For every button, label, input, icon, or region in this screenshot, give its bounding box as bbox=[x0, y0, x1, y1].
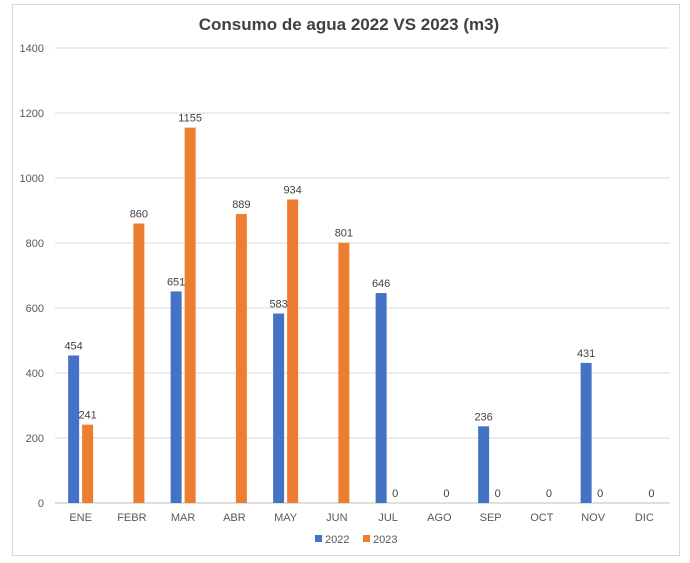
x-tick-label: OCT bbox=[530, 512, 554, 524]
x-tick-label: FEBR bbox=[117, 512, 146, 524]
x-tick-label: NOV bbox=[581, 512, 606, 524]
y-tick-label: 200 bbox=[26, 433, 44, 445]
data-label: 1155 bbox=[178, 113, 202, 125]
data-label: 646 bbox=[372, 278, 390, 290]
bar-2022 bbox=[170, 291, 182, 503]
data-labels: 454 241 860 651 1155 889 583 934 801 646 0 0 236 0 0 43… bbox=[64, 113, 654, 500]
x-tick-label: ENE bbox=[69, 512, 92, 524]
y-tick-label: 1200 bbox=[20, 108, 44, 120]
y-tick-label: 600 bbox=[26, 303, 44, 315]
bar-2023 bbox=[82, 424, 94, 503]
data-label: 236 bbox=[474, 411, 492, 423]
data-label: 0 bbox=[648, 488, 654, 500]
gridlines bbox=[55, 47, 670, 504]
data-label: 0 bbox=[443, 488, 449, 500]
data-label: 651 bbox=[167, 276, 185, 288]
data-label: 801 bbox=[335, 228, 353, 240]
legend: 2022 2023 bbox=[315, 534, 397, 546]
data-label: 0 bbox=[495, 488, 501, 500]
x-tick-label: SEP bbox=[480, 512, 502, 524]
data-label: 0 bbox=[392, 488, 398, 500]
bar-2022 bbox=[580, 362, 592, 503]
chart-title: Consumo de agua 2022 VS 2023 (m3) bbox=[199, 15, 499, 34]
data-label: 583 bbox=[269, 299, 287, 311]
legend-label: 2023 bbox=[373, 534, 397, 546]
bars bbox=[68, 127, 592, 504]
x-tick-label: MAY bbox=[274, 512, 298, 524]
bar-2022 bbox=[375, 293, 387, 503]
y-tick-label: 0 bbox=[38, 498, 44, 510]
data-label: 431 bbox=[577, 348, 595, 360]
bar-2023 bbox=[235, 214, 247, 503]
bar-2023 bbox=[184, 127, 196, 503]
x-tick-label: JUL bbox=[378, 512, 398, 524]
y-axis-ticks: 0 200 400 600 800 1000 1200 1400 bbox=[20, 43, 44, 510]
data-label: 241 bbox=[78, 410, 96, 422]
x-tick-label: MAR bbox=[171, 512, 196, 524]
data-label: 860 bbox=[130, 209, 148, 221]
x-axis-ticks: ENE FEBR MAR ABR MAY JUN JUL AGO SEP OCT NOV DIC bbox=[69, 512, 654, 524]
data-label: 889 bbox=[232, 199, 250, 211]
y-tick-label: 1400 bbox=[20, 43, 44, 55]
y-tick-label: 800 bbox=[26, 238, 44, 250]
data-label: 0 bbox=[546, 488, 552, 500]
x-tick-label: AGO bbox=[427, 512, 452, 524]
y-tick-label: 1000 bbox=[20, 173, 44, 185]
x-tick-label: JUN bbox=[326, 512, 347, 524]
legend-swatch bbox=[363, 535, 370, 542]
bar-2022 bbox=[478, 426, 490, 503]
data-label: 934 bbox=[283, 184, 301, 196]
bar-2023 bbox=[133, 223, 145, 503]
y-tick-label: 400 bbox=[26, 368, 44, 380]
bar-2023 bbox=[338, 242, 350, 504]
data-label: 0 bbox=[597, 488, 603, 500]
legend-label: 2022 bbox=[325, 534, 349, 546]
bar-2022 bbox=[273, 313, 285, 503]
bar-2022 bbox=[68, 355, 80, 503]
data-label: 454 bbox=[64, 340, 82, 352]
x-tick-label: DIC bbox=[635, 512, 654, 524]
x-tick-label: ABR bbox=[223, 512, 246, 524]
legend-swatch bbox=[315, 535, 322, 542]
bar-2023 bbox=[287, 199, 299, 503]
